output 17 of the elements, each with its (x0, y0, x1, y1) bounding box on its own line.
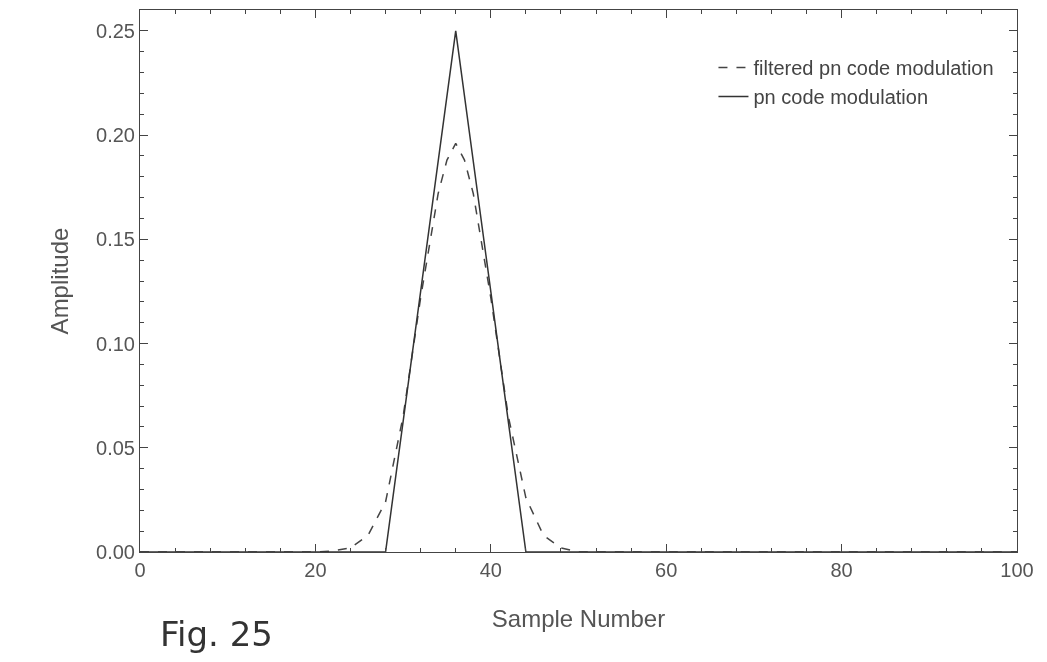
x-tick-label: 80 (830, 559, 853, 581)
x-tick-label: 0 (134, 559, 146, 581)
y-tick-label: 0.20 (96, 124, 135, 147)
legend-label: filtered pn code modulation (753, 57, 994, 80)
y-tick-label: 0.15 (96, 228, 135, 251)
y-tick-label: 0.05 (96, 436, 135, 459)
x-tick-label: 60 (655, 559, 678, 581)
x-tick-label: 20 (304, 559, 327, 581)
x-tick-label: 100 (1000, 559, 1034, 581)
legend-label: pn code modulation (753, 86, 929, 109)
y-tick-label: 0.25 (96, 19, 135, 42)
caption: Fig. 25 (160, 614, 273, 654)
y-axis-title: Amplitude (46, 227, 74, 335)
x-axis-title: Sample Number (491, 605, 666, 633)
x-tick-label: 40 (479, 559, 502, 581)
y-tick-label: 0.10 (96, 332, 135, 355)
y-tick-label: 0.00 (96, 541, 135, 563)
